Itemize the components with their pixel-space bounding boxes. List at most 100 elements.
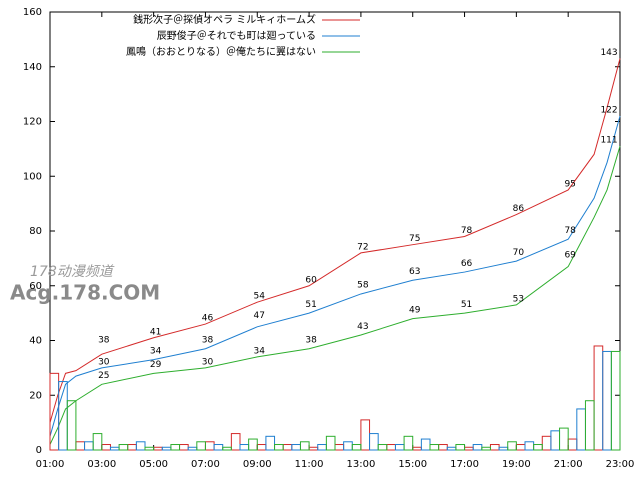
data-label: 46 [202,314,214,324]
data-label: 54 [254,292,266,302]
line [49,115,621,437]
data-label: 78 [564,226,576,236]
y-tick-label: 140 [23,62,42,73]
x-tick-label: 09:00 [243,459,272,470]
bar [153,446,163,451]
x-tick-label: 23:00 [606,459,635,470]
x-tick-label: 17:00 [450,459,479,470]
legend-label: 鳳鳴（おおとりなる）＠俺たちに翼はない [126,45,316,58]
bar [584,400,595,451]
bar [299,441,310,451]
bar [343,441,353,451]
bar [472,444,483,451]
bar [438,444,448,451]
y-tick-label: 0 [36,445,42,456]
bar [84,441,94,451]
bar [127,444,137,451]
bar [135,441,146,451]
data-label: 38 [202,335,214,345]
bar [351,444,362,451]
x-tick-label: 13:00 [346,459,375,470]
bar [325,435,336,451]
bar [386,444,396,451]
x-tick-label: 15:00 [398,459,427,470]
data-label: 75 [409,234,420,244]
bar [533,444,543,451]
bar [464,446,474,451]
y-tick-label: 80 [29,226,42,237]
data-label: 66 [461,259,473,269]
legend-label: 辰野俊子＠それでも町は廻っている [157,29,316,42]
bar [92,433,103,451]
bar [161,446,172,451]
data-label: 111 [600,136,617,146]
bar [377,444,388,451]
bar [334,444,345,451]
x-tick-label: 21:00 [554,459,583,470]
bar [420,438,431,451]
data-label: 30 [202,357,214,367]
bar [576,408,586,451]
bar [446,446,457,451]
x-tick-label: 11:00 [295,459,324,470]
bar [101,444,111,451]
bar [567,438,578,451]
bar [230,433,241,451]
data-label: 34 [150,346,162,356]
data-label: 51 [305,300,316,310]
bar [498,446,509,451]
bar [412,446,422,451]
data-label: 70 [513,248,525,258]
bar [481,446,491,451]
bar [170,444,181,451]
x-tick-label: 05:00 [139,459,168,470]
data-label: 47 [254,311,265,321]
data-label: 143 [600,48,617,58]
data-label: 38 [305,335,317,345]
bar [196,441,206,451]
data-label: 95 [564,179,575,189]
bar [187,446,198,451]
bar [66,400,77,451]
bar [291,444,301,451]
data-label: 49 [409,305,421,315]
data-label: 63 [409,267,420,277]
bar [541,435,552,451]
x-tick-label: 01:00 [36,459,65,470]
data-label: 58 [357,281,369,291]
line [49,145,621,445]
watermark: Acg.178.COM [10,281,160,305]
bar [455,444,466,451]
data-label: 53 [513,294,524,304]
bar [282,444,293,451]
bar [248,438,258,451]
data-label: 34 [254,346,266,356]
watermark: 178动漫频道 [30,264,115,280]
data-label: 78 [461,226,473,236]
y-tick-label: 40 [29,336,42,347]
data-label: 30 [98,357,110,367]
bar [222,446,232,451]
data-label: 51 [461,300,472,310]
x-tick-label: 03:00 [87,459,116,470]
bar [360,419,371,451]
bar [213,444,224,451]
bar [489,444,500,451]
bar [118,444,129,451]
data-label: 72 [357,242,368,252]
bar [265,435,276,451]
y-tick-label: 120 [23,117,42,128]
x-tick-label: 07:00 [191,459,220,470]
data-label: 41 [150,327,161,337]
bar [515,444,526,451]
data-label: 86 [513,204,525,214]
bar [394,444,405,451]
y-tick-label: 20 [29,390,42,401]
bar [204,441,215,451]
bar [507,441,517,451]
y-tick-label: 100 [23,171,42,182]
bar [317,444,327,451]
bar [593,345,604,451]
data-label: 122 [600,106,617,116]
